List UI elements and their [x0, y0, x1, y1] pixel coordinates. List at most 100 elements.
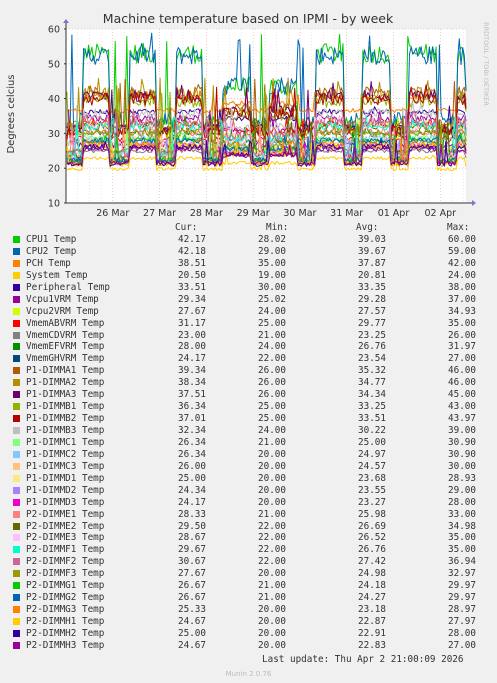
legend-row: System Temp 20.50 19.00 20.81 24.00: [0, 270, 497, 282]
legend-avg: 22.87: [358, 616, 386, 627]
legend-min: 25.00: [258, 401, 286, 413]
legend-min: 21.00: [258, 436, 286, 448]
legend-swatch: [13, 271, 20, 279]
legend-series-name: P2-DIMME2 Temp: [26, 520, 105, 532]
legend-max: 35.00: [448, 317, 476, 329]
legend-row: P1-DIMMC1 Temp 26.34 21.00 25.00 30.90: [0, 437, 497, 449]
legend-series-name: P2-DIMMF2 Temp: [26, 556, 105, 568]
y-tick-label: 10: [48, 199, 60, 210]
legend-min: 20.00: [258, 472, 286, 484]
x-axis-arrow: [472, 200, 476, 206]
legend-max: 27.00: [448, 353, 476, 365]
legend-min: 20.00: [258, 448, 286, 460]
legend-cur: 37.51: [178, 389, 206, 401]
legend-avg: 25.98: [358, 508, 386, 520]
legend-row: P2-DIMME3 Temp 28.67 22.00 26.52 35.00: [0, 532, 497, 544]
legend-series-name: Peripheral Temp: [26, 281, 110, 293]
legend-row: VmemEFVRM Temp 28.00 24.00 26.76 31.97: [0, 341, 497, 353]
legend-cur: 38.51: [178, 257, 206, 269]
legend-min: 26.00: [258, 377, 286, 389]
legend-cur: 36.34: [178, 401, 206, 413]
legend-swatch: [13, 629, 20, 637]
legend-cur: 31.17: [178, 317, 206, 329]
legend-series-name: VmemABVRM Temp: [26, 317, 105, 329]
legend-series-name: P2-DIMMG2 Temp: [26, 592, 105, 604]
legend-swatch: [13, 307, 20, 315]
legend-min: 24.00: [258, 305, 286, 317]
legend-max: 30.00: [448, 460, 476, 472]
legend-swatch: [13, 606, 20, 614]
munin-version: Munin 2.0.76: [225, 670, 272, 678]
legend-max: 28.97: [448, 604, 476, 616]
legend-row: P2-DIMMF2 Temp 30.67 22.00 27.42 36.94: [0, 556, 497, 568]
legend-min: 20.00: [258, 616, 286, 627]
series-line: [66, 144, 467, 166]
y-tick-label: 20: [48, 164, 60, 175]
legend-avg: 33.25: [358, 401, 386, 413]
axes: 10 20 30 40 50 60 26 Mar 27 Mar 28 Mar 29 Mar 30 M…: [48, 19, 476, 219]
legend-series-name: System Temp: [26, 269, 88, 281]
legend-max: 32.97: [448, 568, 476, 580]
legend-max: 30.90: [448, 448, 476, 460]
legend-cur: 23.00: [178, 329, 206, 341]
legend-cur: 24.34: [178, 484, 206, 496]
y-axis-arrow: [63, 19, 69, 23]
legend-swatch: [13, 259, 20, 267]
legend-header: Cur: Min: Avg: Max:: [0, 222, 497, 234]
legend-avg: 37.87: [358, 257, 386, 269]
legend-avg: 24.97: [358, 448, 386, 460]
legend-row: VmemABVRM Temp 31.17 25.00 29.77 35.00: [0, 318, 497, 330]
legend-series-name: P1-DIMMD1 Temp: [26, 472, 105, 484]
legend-swatch: [13, 582, 20, 590]
legend-max: 34.98: [448, 520, 476, 532]
legend-min: 30.00: [258, 281, 286, 293]
legend-cur: 24.67: [178, 616, 206, 627]
x-tick-label: 01 Apr: [378, 208, 410, 219]
legend-cur: 38.34: [178, 377, 206, 389]
legend-row: VmemGHVRM Temp 24.17 22.00 23.54 27.00: [0, 353, 497, 365]
legend-series-name: VmemEFVRM Temp: [26, 341, 105, 353]
legend-row: PCH Temp 38.51 35.00 37.87 42.00: [0, 258, 497, 270]
legend-row: P1-DIMMA3 Temp 37.51 26.00 34.34 45.00: [0, 389, 497, 401]
x-tick-label: 31 Mar: [330, 208, 363, 219]
legend-max: 27.97: [448, 616, 476, 627]
x-tick-label: 27 Mar: [143, 208, 176, 219]
legend-avg: 23.55: [358, 484, 386, 496]
x-tick-label: 02 Apr: [424, 208, 456, 219]
legend-avg: 24.27: [358, 592, 386, 604]
legend-min: 35.00: [258, 257, 286, 269]
y-tick-label: 60: [48, 25, 60, 36]
legend-series-name: P1-DIMMD3 Temp: [26, 496, 105, 508]
legend-row: P2-DIMMF3 Temp 27.67 20.00 24.98 32.97: [0, 568, 497, 580]
legend-series-name: P1-DIMMB3 Temp: [26, 425, 105, 436]
legend-avg: 35.32: [358, 365, 386, 377]
legend-row: P2-DIMMG1 Temp 26.67 21.00 24.18 29.97: [0, 580, 497, 592]
legend-cur: 25.33: [178, 604, 206, 616]
legend-min: 19.00: [258, 269, 286, 281]
legend-swatch: [13, 534, 20, 542]
legend-min: 20.00: [258, 496, 286, 508]
legend-series-name: P1-DIMMB2 Temp: [26, 413, 105, 425]
legend-swatch: [13, 355, 20, 363]
legend-max: 46.00: [448, 377, 476, 389]
legend-min: 26.00: [258, 389, 286, 401]
legend-cur: 42.17: [178, 234, 206, 245]
legend-min: 21.00: [258, 508, 286, 520]
legend-swatch: [13, 486, 20, 494]
legend-cur: 37.01: [178, 413, 206, 425]
legend-row: P1-DIMMB3 Temp 32.34 24.00 30.22 39.00: [0, 425, 497, 437]
legend-swatch: [13, 295, 20, 303]
temperature-chart: Machine temperature based on IPMI - by w…: [6, 11, 490, 219]
legend-row: P1-DIMMB1 Temp 36.34 25.00 33.25 43.00: [0, 401, 497, 413]
legend-row: P1-DIMMA2 Temp 38.34 26.00 34.77 46.00: [0, 377, 497, 389]
rrdtool-watermark: RRDTOOL / TOBI OETIKER: [482, 22, 490, 106]
legend-max: 35.00: [448, 532, 476, 544]
legend-swatch: [13, 391, 20, 399]
legend-max: 29.97: [448, 592, 476, 604]
legend-row: P1-DIMMD3 Temp 24.17 20.00 23.27 28.00: [0, 497, 497, 509]
legend-min: 21.00: [258, 580, 286, 592]
last-update: Last update: Thu Apr 2 21:00:09 2026: [262, 654, 464, 665]
legend-row: P2-DIMMH3 Temp 24.67 20.00 22.83 27.00: [0, 640, 497, 652]
legend-swatch: [13, 462, 20, 470]
legend-avg: 23.25: [358, 329, 386, 341]
